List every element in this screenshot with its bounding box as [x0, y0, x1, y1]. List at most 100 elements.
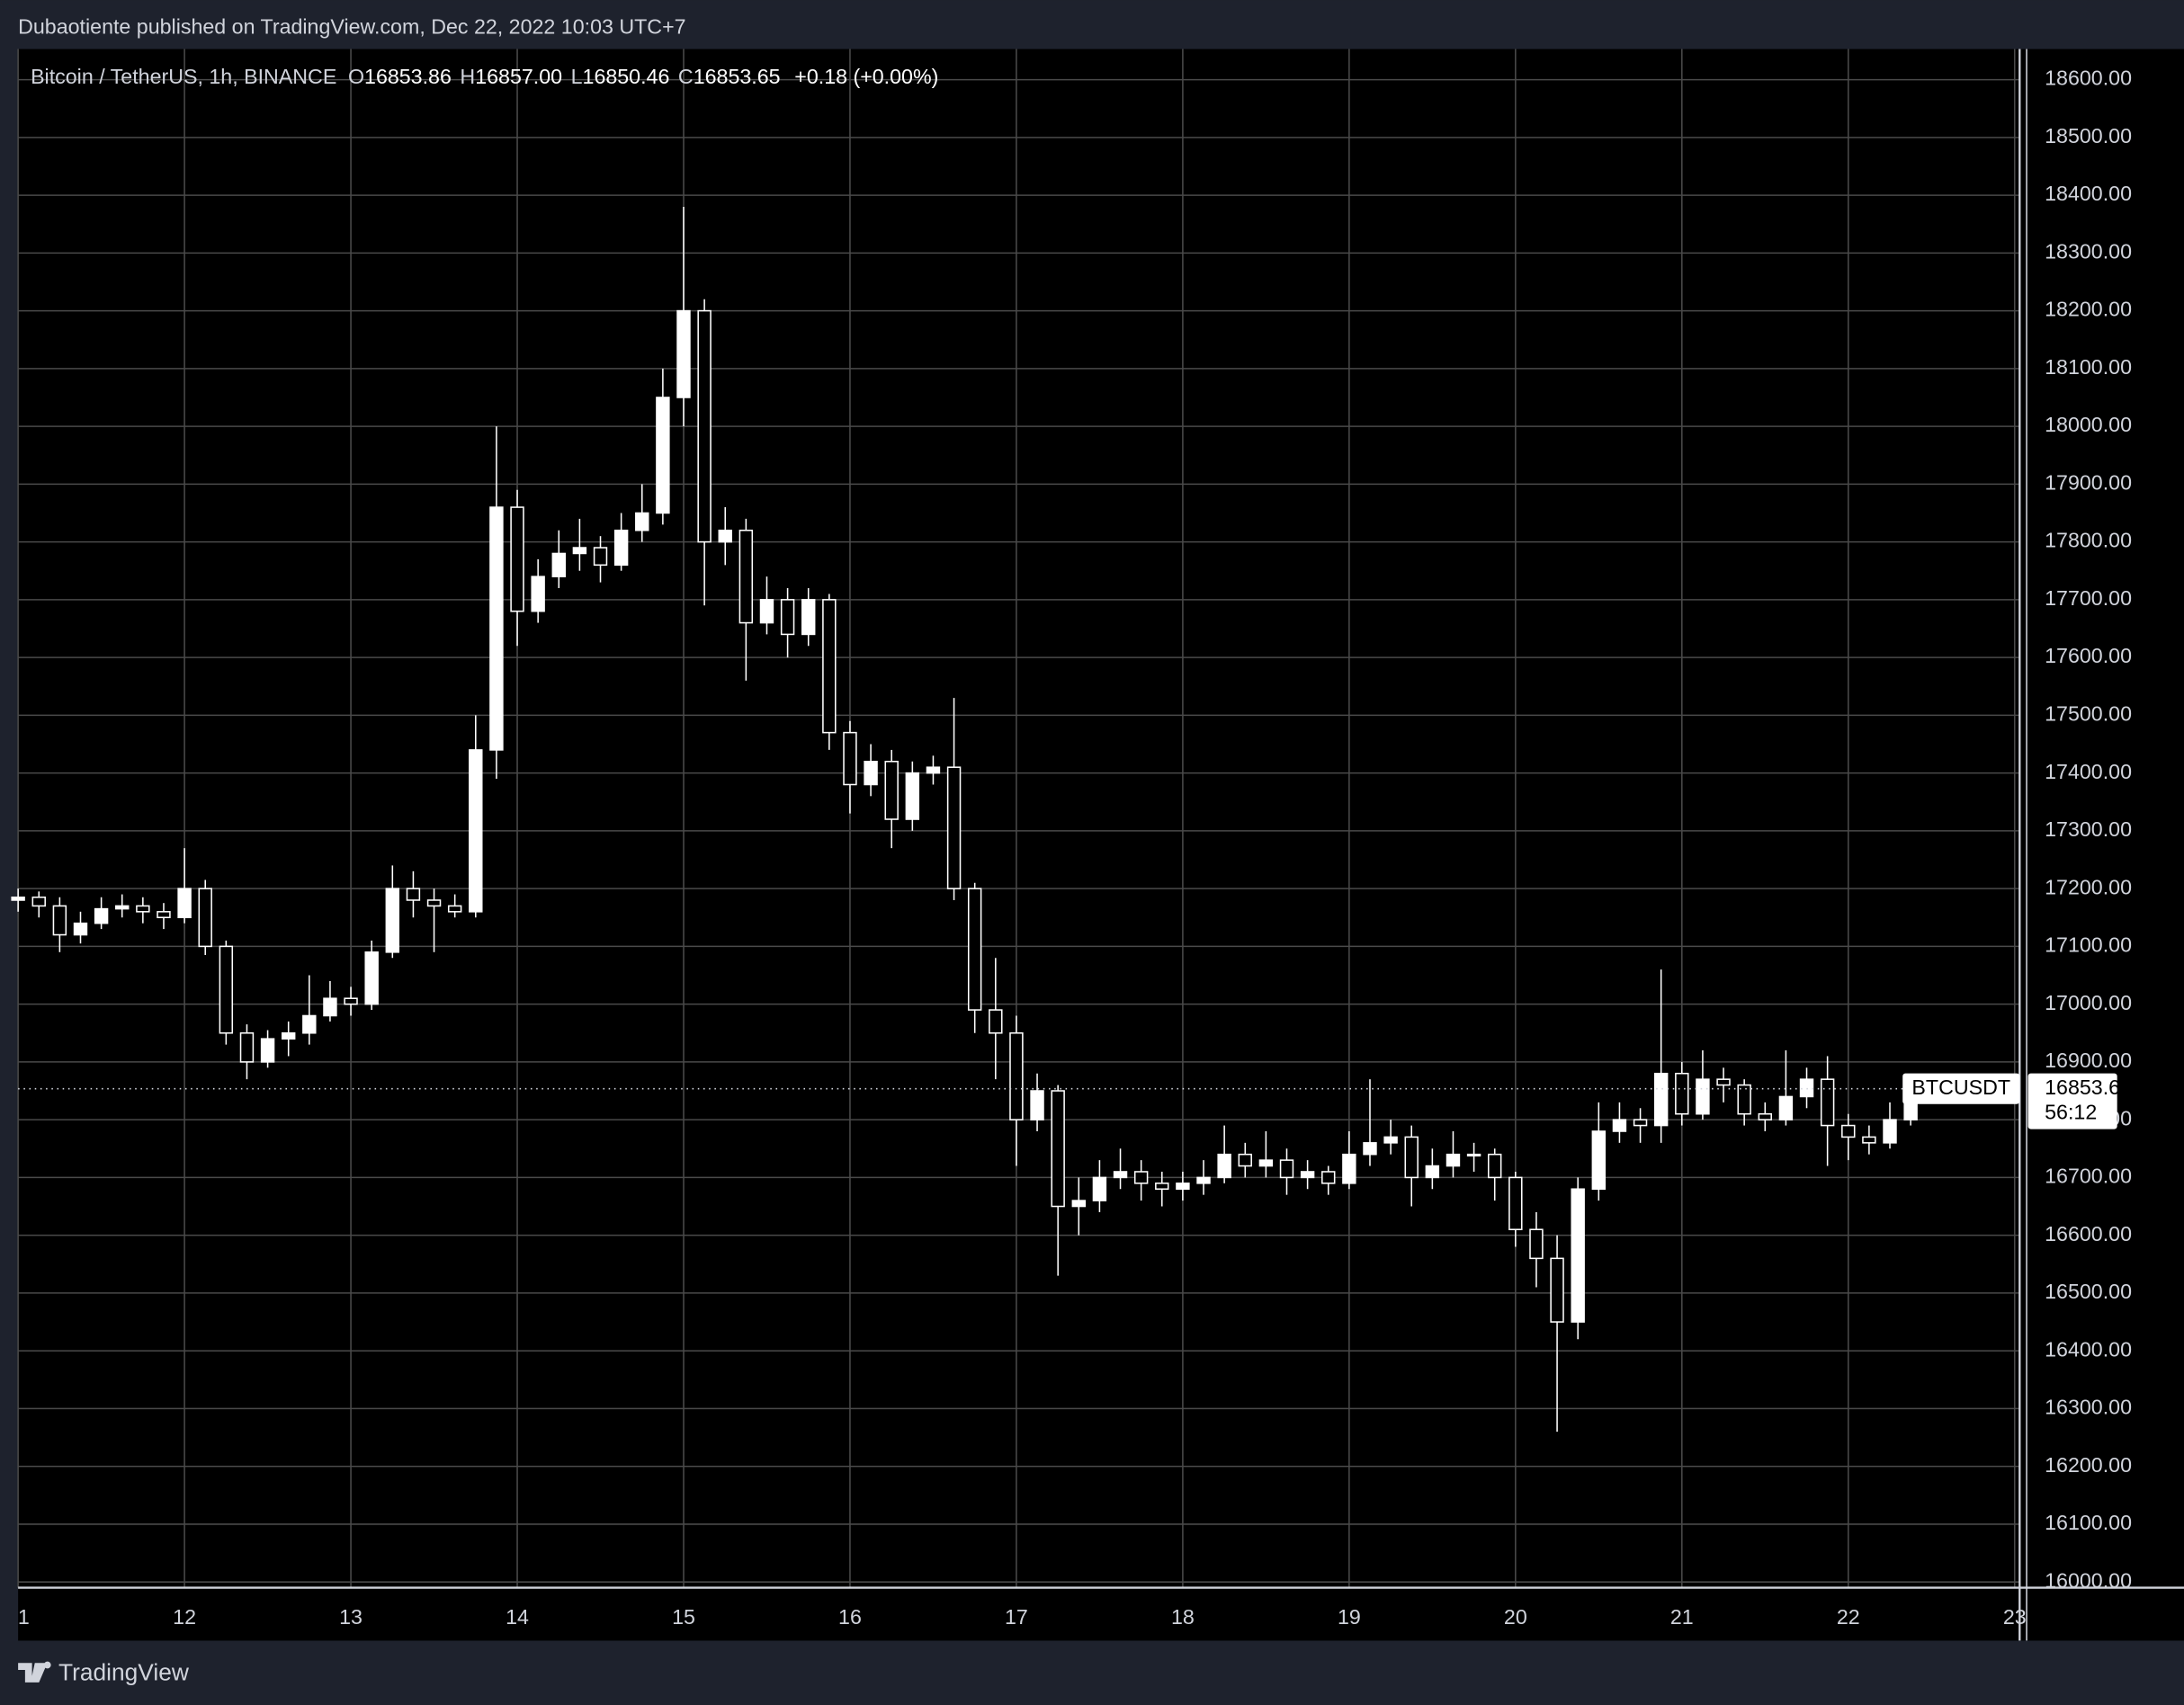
candle-body [1383, 1136, 1398, 1144]
y-tick-label: 17400.00 [2045, 760, 2132, 783]
x-tick-label: 12 [173, 1605, 196, 1629]
candle-body [1321, 1171, 1336, 1184]
y-tick-label: 17000.00 [2045, 991, 2132, 1014]
x-tick-label: 16 [838, 1605, 862, 1629]
y-tick-label: 17800.00 [2045, 529, 2132, 552]
symbol-label-box [1902, 1073, 2020, 1104]
candle-body [1446, 1153, 1461, 1167]
candle-body [1612, 1119, 1627, 1132]
y-tick-label: 18200.00 [2045, 298, 2132, 321]
y-tick-label: 17500.00 [2045, 702, 2132, 726]
candle-body [447, 905, 462, 913]
y-tick-label: 17600.00 [2045, 644, 2132, 667]
legend-value: 16853.86 [364, 65, 452, 88]
candle-body [946, 766, 962, 889]
candle-body [52, 905, 67, 936]
candle-body [11, 896, 25, 901]
candle-body [1841, 1124, 1856, 1138]
candle-body [1508, 1176, 1523, 1230]
candle-body [593, 547, 608, 567]
footer: TradingView [58, 1659, 190, 1686]
y-tick-label: 18000.00 [2045, 413, 2132, 436]
candle-body [489, 506, 504, 751]
candle-body [1238, 1153, 1252, 1167]
candle-body [157, 911, 171, 919]
candle-body [572, 547, 587, 555]
candle-body [1155, 1183, 1169, 1191]
candle-body [1591, 1130, 1607, 1191]
candle-body [1092, 1176, 1107, 1201]
legend-value: 16857.00 [475, 65, 562, 88]
candle-body [1217, 1153, 1231, 1179]
candle-body [1820, 1078, 1835, 1127]
candle-body [1300, 1171, 1315, 1179]
candle-body [1030, 1090, 1044, 1120]
candle-body [1862, 1136, 1876, 1144]
x-tick-label: 20 [1504, 1605, 1527, 1629]
candle-body [718, 529, 732, 543]
candle-body [385, 888, 400, 953]
candle-body [1051, 1090, 1065, 1208]
symbol-label: BTCUSDT [1911, 1076, 2010, 1099]
y-tick-label: 16500.00 [2045, 1280, 2132, 1303]
y-tick-label: 16100.00 [2045, 1511, 2132, 1534]
candle-body [281, 1031, 296, 1040]
y-tick-label: 17100.00 [2045, 933, 2132, 957]
candle-body [1550, 1257, 1564, 1323]
candle-body [1758, 1112, 1772, 1120]
candle-body [676, 309, 691, 398]
candle-body [551, 552, 566, 577]
legend-label: L [571, 65, 583, 88]
candle-body [364, 951, 379, 1005]
candle-body [780, 599, 795, 636]
x-tick-label: 19 [1338, 1605, 1361, 1629]
candle-body [1487, 1153, 1502, 1179]
y-tick-label: 16300.00 [2045, 1396, 2132, 1419]
footer-logo: TradingView [18, 1659, 190, 1686]
candle-body [738, 529, 754, 624]
candle-body [136, 905, 150, 913]
logo-icon [18, 1661, 51, 1683]
candle-body [177, 888, 192, 919]
candle-body [302, 1014, 317, 1034]
candle-body [344, 997, 358, 1005]
candle-body [73, 922, 88, 936]
x-tick-label: 22 [1837, 1605, 1860, 1629]
y-tick-label: 18500.00 [2045, 124, 2132, 147]
candle-body [1675, 1072, 1689, 1115]
candle-body [115, 905, 130, 910]
candle-body [1696, 1078, 1710, 1115]
candle-body [426, 899, 442, 907]
candle-body [864, 760, 878, 786]
candle-body [239, 1031, 255, 1063]
legend: Bitcoin / TetherUS, 1h, BINANCE O16853.8… [31, 65, 938, 88]
legend-value: 16850.46 [583, 65, 670, 88]
candle-body [1071, 1200, 1087, 1208]
x-tick-label: 23 [2003, 1605, 2027, 1629]
candle-body [822, 599, 837, 734]
candle-body [1279, 1159, 1294, 1179]
x-tick-label: 17 [1005, 1605, 1028, 1629]
legend-value: 16853.65 [694, 65, 781, 88]
candle-body [1737, 1084, 1751, 1115]
legend-label: C [678, 65, 694, 88]
x-tick-label: 15 [672, 1605, 695, 1629]
candle-body [801, 599, 816, 636]
candle-body [1466, 1153, 1481, 1157]
candle-body [884, 760, 899, 820]
candle-body [843, 731, 857, 786]
legend-label: O [348, 65, 364, 88]
candle-body [1883, 1119, 1897, 1144]
y-tick-label: 16000.00 [2045, 1568, 2132, 1592]
x-tick-label: 1 [18, 1605, 30, 1629]
y-tick-label: 18600.00 [2045, 67, 2132, 90]
candle-body [697, 309, 712, 543]
price-label: 16853.65 [2045, 1076, 2132, 1099]
candle-body [905, 772, 920, 820]
candle-body [613, 529, 629, 567]
candle-body [1133, 1171, 1149, 1184]
x-tick-label: 21 [1670, 1605, 1694, 1629]
candle-body [198, 888, 212, 948]
candle-body [510, 506, 524, 612]
